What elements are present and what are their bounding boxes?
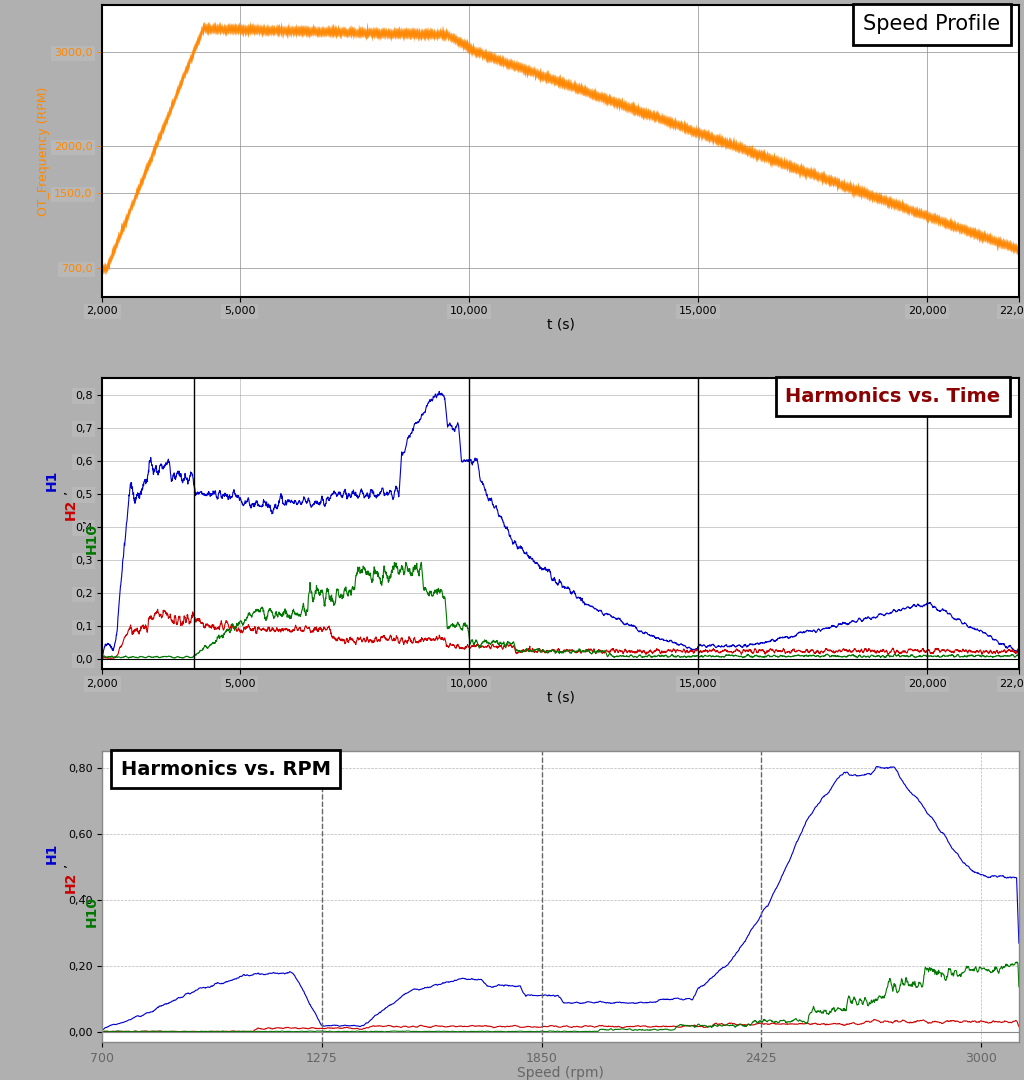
X-axis label: t (s): t (s) [547, 690, 574, 704]
Text: ,: , [54, 862, 69, 867]
Text: Harmonics vs. Time: Harmonics vs. Time [785, 387, 1000, 406]
Text: ,: , [54, 489, 69, 494]
X-axis label: t (s): t (s) [547, 318, 574, 332]
Text: H2: H2 [63, 872, 78, 893]
Text: Harmonics vs. RPM: Harmonics vs. RPM [121, 759, 331, 779]
Text: H2: H2 [63, 499, 78, 519]
Text: H1: H1 [45, 842, 59, 864]
Text: H10: H10 [84, 895, 98, 927]
X-axis label: Speed (rpm): Speed (rpm) [517, 1066, 604, 1080]
Text: ,: , [73, 891, 86, 895]
Text: H1: H1 [45, 470, 59, 490]
Text: H10: H10 [84, 523, 98, 554]
Text: Speed Profile: Speed Profile [863, 14, 1000, 35]
Y-axis label: OT_Frequency (RPM): OT_Frequency (RPM) [37, 86, 50, 216]
Text: ,: , [73, 518, 86, 523]
